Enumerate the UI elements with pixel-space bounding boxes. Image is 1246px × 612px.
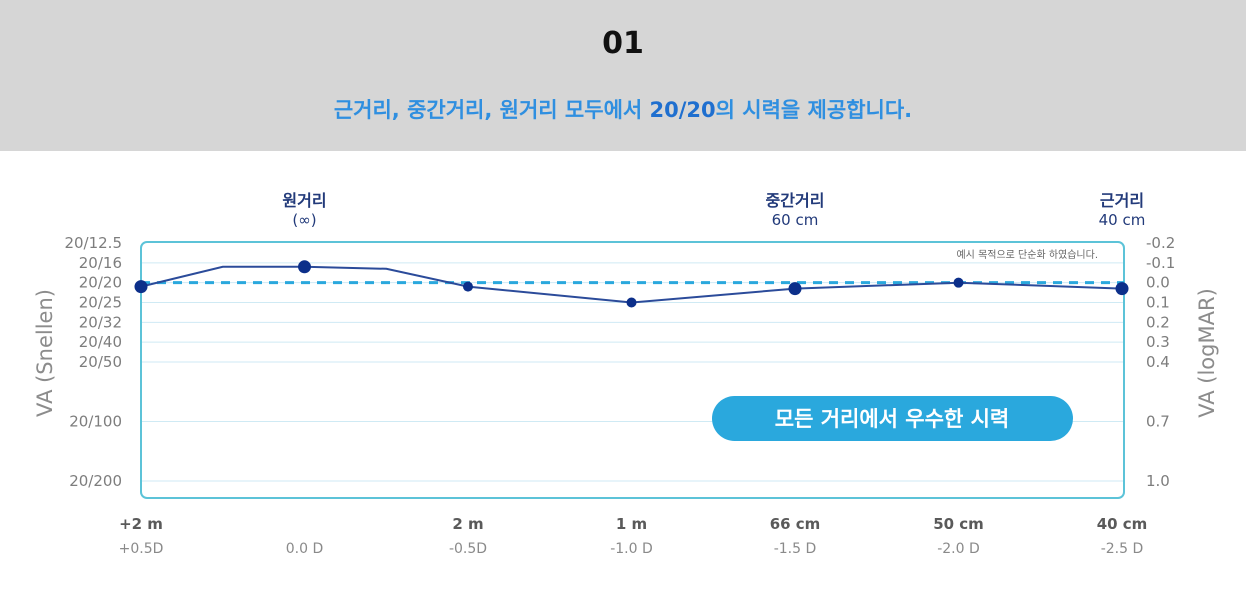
y-tick-left: 20/100 [69,413,122,431]
x-tick-defocus: 0.0 D [286,541,324,557]
x-tick-defocus: -2.0 D [937,541,980,557]
y-axis-title-left: VA (Snellen) [33,289,57,417]
chart-note: 예시 목적으로 단순화 하였습니다. [956,248,1098,261]
y-tick-right: -0.2 [1146,234,1175,252]
data-point [298,260,311,274]
data-point [626,297,637,308]
y-tick-left: 20/25 [79,294,122,312]
y-tick-left: 20/32 [79,313,122,331]
va-curve [140,265,1123,304]
section-number: 01 [602,26,644,61]
zone-sublabel: (∞) [292,211,316,229]
y-tick-left: 20/200 [69,472,122,490]
zone-sublabel: 40 cm [1099,211,1146,229]
data-point [134,280,148,294]
headline-text-start: 근거리, 중간거리, 원거리 모두에서 [333,98,650,122]
headline-emphasis: 20/20 [649,98,716,122]
x-tick-defocus: -2.5 D [1101,541,1144,557]
highlight-badge [712,396,1073,441]
headline: 근거리, 중간거리, 원거리 모두에서 20/20의 시력을 제공합니다. [0,94,1246,124]
y-tick-right: 0.1 [1146,294,1170,312]
data-point [463,281,473,292]
zone-label: 근거리 [1100,191,1144,210]
y-tick-right: 0.7 [1146,413,1170,431]
y-axis-title-right: VA (logMAR) [1195,288,1219,418]
headline-text-end: 의 시력을 제공합니다. [715,98,913,122]
y-tick-right: -0.1 [1146,254,1175,272]
zone-label: 원거리 [282,191,326,210]
highlight-badge-text: 모든 거리에서 우수한 시력 [775,407,1009,431]
zone-label: 중간거리 [766,191,825,210]
x-tick-distance: 1 m [616,515,647,533]
y-tick-right: 0.0 [1146,274,1170,292]
x-tick-defocus: -0.5D [449,541,487,557]
y-tick-right: 0.3 [1146,333,1170,351]
x-tick-distance: 40 cm [1097,515,1148,533]
x-tick-distance: 50 cm [933,515,984,533]
x-tick-defocus: -1.5 D [774,541,817,557]
plot-frame [140,241,1125,499]
data-point [788,282,802,296]
y-tick-left: 20/50 [79,353,122,371]
zone-sublabel: 60 cm [772,211,819,229]
y-tick-left: 20/12.5 [64,234,122,252]
x-tick-defocus: +0.5D [119,541,164,557]
header-banner: 01 근거리, 중간거리, 원거리 모두에서 20/20의 시력을 제공합니다. [0,0,1246,151]
y-tick-right: 0.2 [1146,313,1170,331]
y-tick-left: 20/16 [79,254,122,272]
x-tick-distance: +2 m [119,515,163,533]
data-point [1115,282,1129,296]
data-point [953,277,964,288]
y-tick-left: 20/20 [79,274,122,292]
y-tick-right: 0.4 [1146,353,1170,371]
y-tick-right: 1.0 [1146,472,1170,490]
y-tick-left: 20/40 [79,333,122,351]
x-tick-distance: 2 m [452,515,483,533]
x-tick-distance: 66 cm [770,515,821,533]
x-tick-defocus: -1.0 D [610,541,653,557]
